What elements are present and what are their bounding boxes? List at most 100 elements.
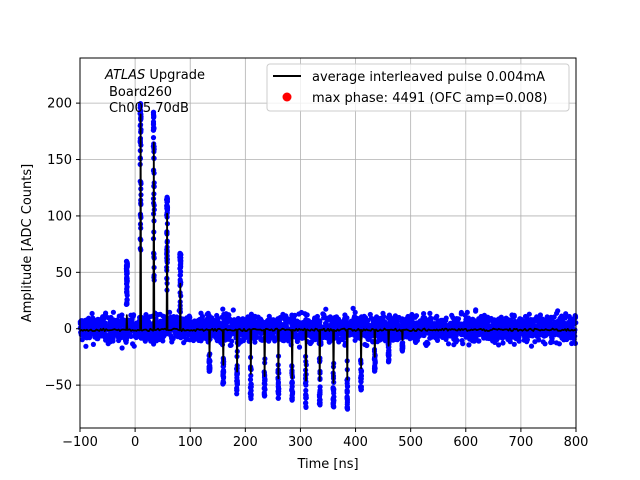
scatter-point [572, 333, 578, 339]
scatter-point [303, 404, 309, 410]
x-tick-label: 100 [178, 435, 203, 450]
scatter-point [90, 341, 96, 347]
scatter-point [371, 357, 378, 363]
scatter-point [500, 340, 506, 346]
scatter-point [304, 312, 310, 318]
scatter-point [464, 309, 470, 315]
scatter-point [119, 345, 125, 351]
scatter-point [443, 315, 449, 321]
scatter-point [220, 380, 226, 386]
annotation-upgrade: Upgrade [145, 68, 205, 83]
scatter-point [253, 333, 259, 339]
scatter-point [344, 406, 351, 412]
scatter-point [455, 316, 462, 322]
scatter-point [386, 352, 392, 358]
scatter-point [358, 379, 364, 385]
scatter-point [228, 342, 234, 348]
scatter-point [542, 341, 548, 347]
scatter-point [372, 368, 378, 374]
scatter-point [261, 392, 268, 398]
scatter-point [399, 342, 406, 348]
y-tick-label: 0 [64, 322, 72, 337]
annotation-atlas: ATLAS [104, 68, 145, 83]
scatter-point [344, 315, 350, 321]
scatter-point [95, 316, 101, 322]
scatter-point [229, 338, 235, 344]
scatter-point [381, 313, 387, 319]
scatter-point [528, 343, 535, 349]
scatter-point [289, 397, 295, 403]
scatter-point [164, 195, 170, 201]
scatter-point [413, 313, 420, 319]
scatter-point [248, 396, 254, 402]
x-tick-label: 0 [131, 435, 139, 450]
scatter-point [177, 272, 183, 278]
scatter-point [572, 340, 579, 346]
scatter-point [177, 277, 183, 283]
scatter-point [425, 340, 431, 347]
scatter-point [445, 341, 452, 347]
scatter-point [323, 306, 329, 312]
scatter-point [358, 373, 364, 379]
scatter-point [358, 384, 364, 390]
scatter-point [89, 310, 95, 317]
scatter-point [350, 305, 356, 311]
scatter-point [206, 358, 212, 364]
scatter-point [283, 321, 289, 327]
scatter-point [526, 311, 532, 317]
scatter-point [303, 387, 309, 394]
y-axis-ticks: −50 0 50 100 150 200 [45, 97, 80, 394]
y-axis-label: Amplitude [ADC Counts] [20, 164, 35, 322]
scatter-point [226, 312, 232, 318]
x-axis-label: Time [ns] [296, 457, 358, 472]
scatter-point [317, 319, 323, 325]
scatter-point [275, 395, 281, 401]
scatter-point [83, 343, 89, 349]
scatter-point [303, 382, 309, 388]
scatter-point [150, 135, 157, 141]
scatter-point [142, 338, 148, 344]
scatter-point [119, 312, 125, 318]
scatter-point [248, 381, 254, 387]
x-tick-label: 600 [453, 435, 478, 450]
legend-entry-max-phase: max phase: 4491 (OFC amp=0.008) [312, 91, 547, 106]
scatter-point [124, 261, 130, 267]
scatter-point [536, 337, 542, 343]
scatter-point [124, 301, 130, 307]
scatter-point [164, 206, 170, 212]
scatter-point [556, 341, 563, 347]
scatter-point [234, 387, 240, 393]
x-tick-label: −100 [62, 435, 98, 450]
legend-entry-average: average interleaved pulse 0.004mA [312, 70, 545, 85]
scatter-point [262, 378, 268, 384]
scatter-point [128, 333, 134, 339]
scatter-point [247, 390, 254, 396]
scatter-point [131, 312, 137, 318]
scatter-point [178, 255, 184, 261]
scatter-point [316, 401, 322, 407]
scatter-point [292, 312, 298, 318]
y-tick-label: −50 [45, 379, 72, 394]
x-tick-label: 400 [343, 435, 368, 450]
x-axis-ticks: −100 0 100 200 300 400 500 600 700 800 [62, 428, 588, 450]
scatter-point [427, 310, 433, 316]
scatter-point [252, 339, 258, 345]
scatter-point [207, 365, 213, 371]
scatter-point [187, 314, 193, 321]
scatter-point [331, 400, 337, 406]
y-tick-label: 200 [47, 97, 72, 112]
scatter-point [110, 309, 116, 315]
scatter-point [220, 306, 226, 312]
y-tick-label: 100 [47, 209, 72, 224]
x-tick-label: 700 [508, 435, 533, 450]
scatter-point [460, 341, 466, 347]
scatter-point [247, 377, 254, 383]
scatter-point [466, 342, 472, 348]
legend-dot-marker [282, 92, 292, 102]
scatter-point [296, 344, 303, 350]
x-tick-label: 200 [233, 435, 258, 450]
scatter-point [199, 313, 206, 320]
scatter-point [220, 375, 227, 381]
scatter-point [317, 384, 323, 390]
